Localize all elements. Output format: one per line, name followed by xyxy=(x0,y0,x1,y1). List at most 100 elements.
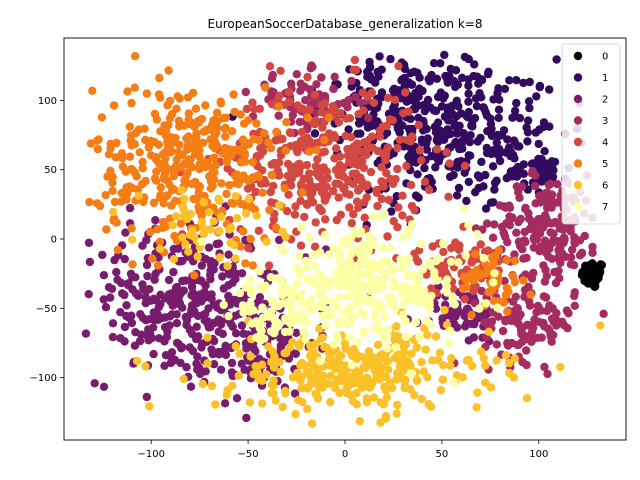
scatter-point-1 xyxy=(365,71,374,81)
scatter-point-6 xyxy=(462,356,472,365)
scatter-point-6 xyxy=(326,397,335,407)
scatter-point-7 xyxy=(274,301,283,311)
scatter-point-1 xyxy=(431,128,441,137)
scatter-point-4 xyxy=(336,210,345,219)
scatter-point-1 xyxy=(344,125,353,134)
scatter-point-5 xyxy=(244,116,253,125)
scatter-point-3 xyxy=(347,76,356,86)
scatter-point-4 xyxy=(267,99,277,109)
scatter-point-5 xyxy=(324,113,334,122)
scatter-point-7 xyxy=(269,328,279,338)
scatter-point-2 xyxy=(178,303,187,312)
scatter-point-7 xyxy=(345,333,354,342)
scatter-point-5 xyxy=(458,284,467,293)
scatter-point-4 xyxy=(318,123,327,132)
scatter-point-3 xyxy=(540,362,549,372)
scatter-point-1 xyxy=(539,160,548,169)
scatter-point-1 xyxy=(473,137,482,146)
scatter-point-7 xyxy=(464,221,473,230)
scatter-point-2 xyxy=(131,273,140,282)
scatter-point-6 xyxy=(376,398,385,407)
scatter-point-1 xyxy=(415,73,424,82)
scatter-point-2 xyxy=(237,359,246,368)
scatter-point-1 xyxy=(422,138,431,148)
scatter-point-7 xyxy=(297,289,307,298)
scatter-point-4 xyxy=(327,106,336,115)
scatter-point-5 xyxy=(236,158,246,167)
scatter-point-7 xyxy=(446,257,456,266)
scatter-point-5 xyxy=(155,237,165,246)
scatter-point-5 xyxy=(280,184,289,193)
scatter-point-5 xyxy=(298,188,307,197)
scatter-point-2 xyxy=(176,358,185,368)
scatter-point-1 xyxy=(528,159,538,168)
scatter-point-6 xyxy=(358,375,368,384)
legend-marker-1 xyxy=(573,73,583,82)
scatter-point-0 xyxy=(591,277,600,286)
scatter-point-6 xyxy=(280,349,289,358)
scatter-point-5 xyxy=(183,168,192,178)
scatter-point-4 xyxy=(331,144,341,153)
scatter-point-5 xyxy=(489,259,498,268)
scatter-point-1 xyxy=(429,106,439,115)
scatter-point-4 xyxy=(305,169,314,178)
scatter-point-1 xyxy=(472,102,482,111)
scatter-point-3 xyxy=(498,326,508,336)
scatter-point-3 xyxy=(535,191,544,201)
scatter-point-1 xyxy=(477,157,486,167)
scatter-point-4 xyxy=(390,95,400,105)
scatter-point-7 xyxy=(412,284,421,293)
scatter-point-5 xyxy=(272,223,281,232)
scatter-point-4 xyxy=(291,202,300,211)
scatter-point-7 xyxy=(416,239,426,249)
scatter-point-7 xyxy=(343,292,352,301)
scatter-point-6 xyxy=(223,261,232,271)
scatter-point-5 xyxy=(170,231,179,241)
scatter-point-7 xyxy=(332,268,341,278)
scatter-point-4 xyxy=(394,61,403,71)
scatter-point-7 xyxy=(404,254,413,263)
scatter-point-5 xyxy=(106,139,115,148)
scatter-point-2 xyxy=(90,379,99,388)
scatter-point-7 xyxy=(339,236,348,245)
scatter-point-3 xyxy=(544,180,553,190)
scatter-point-6 xyxy=(477,347,486,356)
scatter-point-5 xyxy=(502,256,511,265)
scatter-point-5 xyxy=(192,133,201,142)
scatter-point-5 xyxy=(175,140,184,150)
scatter-point-5 xyxy=(248,174,257,183)
scatter-point-1 xyxy=(481,204,491,213)
scatter-point-6 xyxy=(169,255,179,264)
scatter-point-1 xyxy=(505,76,514,85)
scatter-point-7 xyxy=(442,282,451,291)
scatter-point-6 xyxy=(337,365,346,374)
scatter-point-4 xyxy=(360,198,369,207)
scatter-point-7 xyxy=(379,257,388,267)
scatter-point-4 xyxy=(404,107,413,116)
scatter-point-4 xyxy=(401,88,410,97)
scatter-point-6 xyxy=(492,356,501,365)
scatter-point-7 xyxy=(365,265,374,274)
scatter-point-5 xyxy=(104,150,114,159)
scatter-point-5 xyxy=(156,190,165,200)
scatter-point-6 xyxy=(241,209,251,218)
chart-title: EuropeanSoccerDatabase_generalization k=… xyxy=(208,17,483,31)
scatter-point-2 xyxy=(107,284,117,293)
scatter-point-7 xyxy=(347,361,357,370)
scatter-point-3 xyxy=(487,317,497,326)
scatter-point-4 xyxy=(304,182,314,192)
scatter-point-1 xyxy=(523,128,533,137)
scatter-point-4 xyxy=(341,131,350,141)
scatter-point-6 xyxy=(320,342,329,352)
scatter-point-5 xyxy=(219,114,228,123)
scatter-point-7 xyxy=(321,321,330,330)
scatter-point-5 xyxy=(176,219,186,228)
scatter-point-1 xyxy=(456,109,466,118)
scatter-point-7 xyxy=(256,336,265,345)
scatter-point-1 xyxy=(411,191,421,200)
scatter-point-6 xyxy=(306,343,316,352)
scatter-point-2 xyxy=(120,322,130,332)
scatter-point-5 xyxy=(128,260,137,269)
scatter-point-1 xyxy=(510,106,520,116)
scatter-point-1 xyxy=(464,151,473,160)
